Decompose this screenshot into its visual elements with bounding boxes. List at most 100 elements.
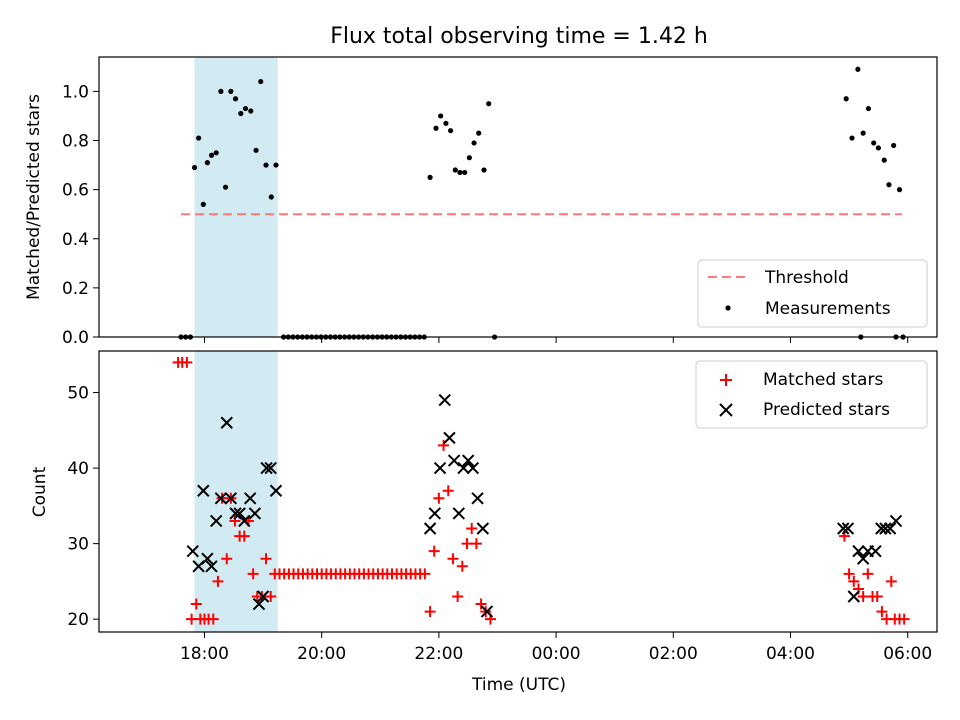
predicted-star-point xyxy=(264,461,277,475)
predicted-star-point xyxy=(457,461,470,475)
predicted-star-point xyxy=(201,552,214,565)
predicted-star-point xyxy=(847,590,860,603)
predicted-star-point xyxy=(837,522,850,535)
matched-star-point xyxy=(461,538,473,550)
bottom-highlight-span xyxy=(194,351,278,632)
predicted-star-point xyxy=(256,590,270,603)
measurement-point xyxy=(443,120,449,126)
predicted-star-point xyxy=(856,552,870,565)
matched-star-point xyxy=(221,553,233,565)
measurement-point xyxy=(268,194,274,200)
predicted-star-point xyxy=(209,514,223,528)
predicted-star-points xyxy=(186,393,903,618)
matched-star-points xyxy=(172,356,910,625)
matched-star-point xyxy=(862,568,874,580)
x-tick-label: 00:00 xyxy=(532,644,581,664)
matched-star-point xyxy=(438,439,450,451)
matched-star-point xyxy=(442,485,454,497)
predicted-star-point xyxy=(452,507,466,520)
top-y-tick-label: 0.4 xyxy=(62,230,89,250)
predicted-star-point xyxy=(841,522,855,535)
predicted-star-point xyxy=(197,484,210,497)
matched-star-point xyxy=(190,598,202,610)
measurement-point xyxy=(881,157,887,163)
bottom-panel: 20 30 40 50 18:00 20:00 22:00 00:00 02:00 04:00 0… xyxy=(30,350,938,695)
legend-matched-swatch xyxy=(720,374,732,386)
matched-star-point xyxy=(470,538,482,550)
measurement-point xyxy=(191,164,198,171)
predicted-star-point xyxy=(869,544,882,558)
measurement-point xyxy=(875,145,881,151)
matched-star-point xyxy=(452,590,464,602)
predicted-star-point xyxy=(243,492,257,505)
x-axis-label: Time (UTC) xyxy=(471,675,566,695)
measurement-point xyxy=(486,101,492,107)
predicted-star-point xyxy=(214,492,228,505)
predicted-star-point xyxy=(879,522,892,535)
bottom-legend-box xyxy=(695,360,928,429)
measurement-point xyxy=(891,142,897,149)
matched-star-point xyxy=(876,606,888,618)
bottom-y-tick-label: 50 xyxy=(67,384,89,404)
bottom-y-tick-label: 20 xyxy=(67,610,89,630)
legend-predicted-label: Predicted stars xyxy=(763,400,890,420)
predicted-star-point xyxy=(224,492,238,505)
measurement-point xyxy=(200,201,206,207)
measurement-point xyxy=(273,162,279,168)
measurement-point xyxy=(232,96,239,102)
measurement-point xyxy=(228,88,234,94)
measurement-point xyxy=(849,135,855,141)
predicted-star-point xyxy=(423,522,437,535)
predicted-star-point xyxy=(883,522,897,535)
top-y-tick-label: 0.6 xyxy=(62,181,89,201)
matched-star-point xyxy=(419,568,431,580)
legend-matched-label: Matched stars xyxy=(763,370,883,390)
measurement-point xyxy=(248,108,254,114)
measurement-point xyxy=(462,169,468,176)
measurement-point xyxy=(896,187,903,193)
x-tick-label: 06:00 xyxy=(883,644,932,664)
top-plot-frame xyxy=(98,56,938,338)
predicted-star-point xyxy=(461,454,475,467)
matched-star-point xyxy=(885,575,897,587)
predicted-star-point xyxy=(433,461,447,475)
measurement-point xyxy=(476,130,482,136)
bottom-y-tick-label: 40 xyxy=(67,459,89,479)
measurement-point xyxy=(263,162,269,168)
measurement-point xyxy=(457,169,463,176)
matched-star-point xyxy=(871,590,883,602)
measurement-point xyxy=(843,96,849,102)
matched-star-point xyxy=(424,606,436,618)
predicted-star-point xyxy=(852,544,865,558)
predicted-star-point xyxy=(248,507,262,520)
bottom-legend: Matched stars Predicted stars xyxy=(695,360,928,429)
measurement-point xyxy=(208,152,215,158)
predicted-star-point xyxy=(238,514,251,528)
matched-star-point xyxy=(247,568,259,580)
bottom-x-axis: 18:00 20:00 22:00 00:00 02:00 04:00 06:00 xyxy=(180,632,932,664)
predicted-star-point xyxy=(875,522,888,535)
top-y-axis-label: Matched/Predicted stars xyxy=(24,94,44,300)
predicted-star-point xyxy=(443,431,456,445)
predicted-star-point xyxy=(438,393,451,407)
top-y-tick-label: 0.2 xyxy=(62,279,89,299)
matched-star-point xyxy=(181,356,193,368)
bottom-plot-frame xyxy=(98,350,938,633)
top-x-ticks xyxy=(203,337,909,343)
measurement-point xyxy=(438,113,444,119)
measurement-point xyxy=(452,167,458,173)
measurement-point xyxy=(855,66,861,72)
top-legend: Threshold Measurements xyxy=(697,259,928,328)
predicted-star-point xyxy=(466,461,480,475)
predicted-star-point xyxy=(220,416,233,429)
predicted-star-point xyxy=(233,507,246,520)
matched-star-point xyxy=(433,492,445,504)
matched-star-point xyxy=(212,575,224,587)
matched-star-point xyxy=(238,530,250,542)
matched-star-point xyxy=(848,575,860,587)
predicted-star-point xyxy=(428,507,441,520)
legend-measurements-swatch xyxy=(725,305,731,311)
measurement-point xyxy=(242,105,249,112)
x-tick-label: 04:00 xyxy=(766,644,815,664)
